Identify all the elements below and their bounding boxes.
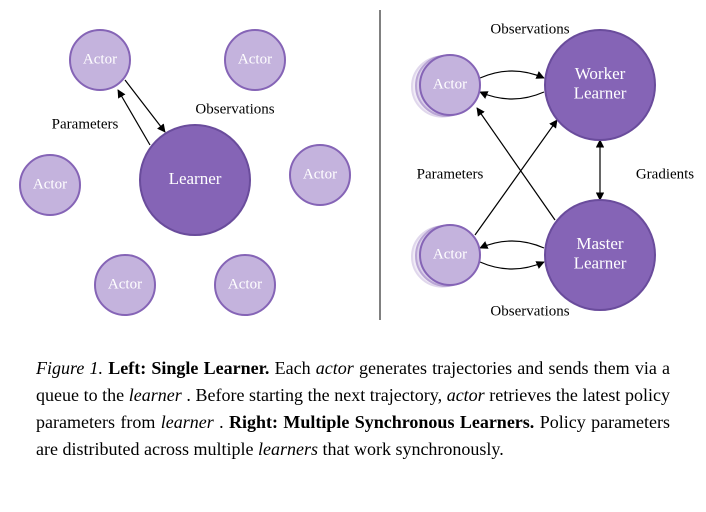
obs-top-label: Observations [490, 21, 569, 37]
cross-up [475, 120, 557, 235]
learner: Learner [140, 125, 250, 235]
worker-label: Worker [575, 64, 626, 83]
caption-text: . Before starting the next trajectory, [186, 385, 446, 405]
caption-text: that work synchronously. [322, 439, 503, 459]
param-edge [118, 90, 150, 145]
actor-tl: Actor [70, 30, 130, 90]
learner-label: Learner [169, 169, 222, 188]
param-bot [480, 241, 544, 248]
actor-tr-label: Actor [238, 51, 272, 67]
actor-l-label: Actor [33, 176, 67, 192]
master-label: Learner [574, 254, 627, 273]
caption-actor: actor [447, 385, 485, 405]
actor-bot-label: Actor [433, 246, 467, 262]
caption-learner: learner [161, 412, 214, 432]
left-title: Left: Single Learner. [108, 358, 269, 378]
actor-top-label: Actor [433, 76, 467, 92]
actor-br-label: Actor [228, 276, 262, 292]
figure-number: Figure 1. [36, 358, 103, 378]
actor-l: Actor [20, 155, 80, 215]
obs-label: Observations [195, 101, 274, 117]
actor-bl: Actor [95, 255, 155, 315]
architecture-diagram: Actor Actor Actor Actor Actor Actor Learner Obs… [0, 0, 706, 330]
caption-learners: learners [258, 439, 318, 459]
actor-r: Actor [290, 145, 350, 205]
param-top [480, 92, 544, 99]
cross-down [477, 108, 555, 220]
caption-text: . [219, 412, 229, 432]
worker-label: Learner [574, 84, 627, 103]
caption-text: Each [275, 358, 316, 378]
param-label: Parameters [52, 116, 119, 132]
actor-r-label: Actor [303, 166, 337, 182]
actor-top: Actor [420, 55, 480, 115]
obs-bot-label: Observations [490, 303, 569, 319]
figure-caption: Figure 1. Left: Single Learner. Each act… [36, 355, 670, 463]
param-label: Parameters [417, 166, 484, 182]
obs-top [480, 71, 544, 78]
figure-page: Actor Actor Actor Actor Actor Actor Learner Obs… [0, 0, 706, 512]
obs-edge [125, 80, 165, 132]
master-label: Master [576, 234, 624, 253]
actor-bl-label: Actor [108, 276, 142, 292]
actor-tr: Actor [225, 30, 285, 90]
caption-actor: actor [316, 358, 354, 378]
actor-tl-label: Actor [83, 51, 117, 67]
actor-br: Actor [215, 255, 275, 315]
caption-learner: learner [129, 385, 182, 405]
worker: WorkerLearner [545, 30, 655, 140]
obs-bot [480, 262, 544, 269]
master: MasterLearner [545, 200, 655, 310]
grad-label: Gradients [636, 166, 694, 182]
actor-bot: Actor [420, 225, 480, 285]
right-title: Right: Multiple Synchronous Learners. [229, 412, 534, 432]
